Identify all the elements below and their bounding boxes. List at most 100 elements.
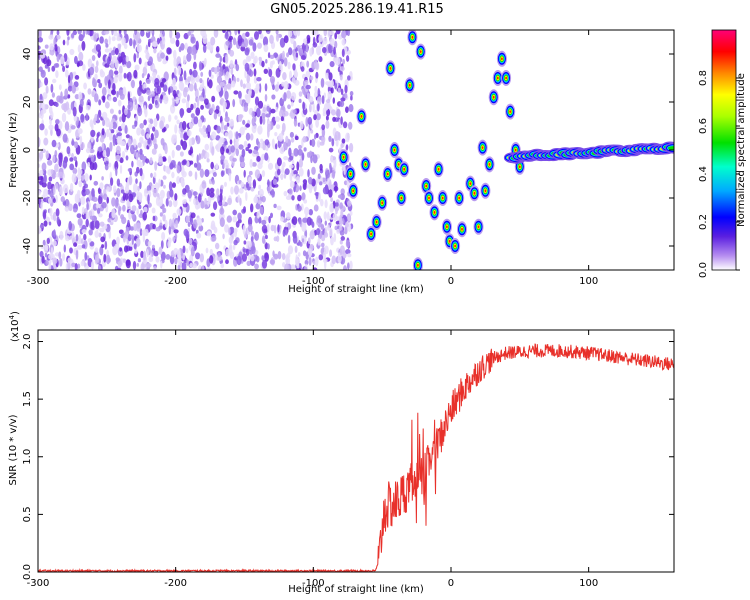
noise-speckle [256,77,262,82]
noise-speckle [327,82,331,88]
noise-speckle [65,101,70,111]
noise-speckle [40,69,46,78]
noise-speckle [225,40,230,46]
noise-speckle [209,187,215,193]
noise-speckle [245,31,250,37]
noise-speckle [87,58,93,68]
noise-speckle [192,219,198,229]
noise-speckle [335,216,340,221]
noise-speckle [84,173,89,182]
noise-speckle [229,59,234,69]
noise-speckle [321,95,325,105]
noise-speckle [38,163,41,168]
noise-speckle [335,202,339,207]
signal-blob [492,70,503,86]
noise-speckle [44,77,49,86]
signal-blob [465,175,476,192]
noise-speckle [124,124,128,134]
noise-speckle [48,124,54,131]
noise-speckle [134,98,137,105]
noise-speckle [334,131,340,141]
noise-speckle [77,218,83,226]
noise-speckle [278,133,284,142]
signal-blob [457,221,467,238]
noise-speckle [182,55,187,65]
noise-speckle [44,252,48,258]
noise-speckle [296,263,300,269]
noise-speckle [135,237,141,247]
noise-speckle [269,34,274,45]
noise-speckle [330,196,333,203]
noise-speckle [109,108,114,114]
noise-speckle [104,163,109,171]
noise-speckle [40,201,43,210]
noise-speckle [118,72,123,82]
noise-speckle [288,47,293,56]
noise-speckle [222,233,225,240]
spectrogram-x-tick-label: -200 [164,276,187,287]
noise-speckle [346,55,350,62]
noise-speckle [58,171,64,179]
noise-speckle [178,46,182,53]
noise-speckle [171,171,175,179]
noise-speckle [224,224,230,233]
noise-speckle [49,43,54,51]
noise-speckle [201,180,207,189]
noise-speckle [87,88,92,95]
noise-speckle [323,30,328,37]
noise-speckle [341,138,346,144]
noise-speckle [202,149,205,155]
noise-speckle [95,203,101,210]
noise-speckle [99,227,105,233]
noise-speckle [41,162,47,171]
noise-speckle [328,189,333,198]
noise-speckle [121,151,125,159]
noise-speckle [195,252,201,260]
noise-speckle [151,41,158,47]
signal-blob [415,43,426,60]
noise-speckle [128,246,133,251]
noise-speckle [345,249,351,255]
noise-speckle [205,247,209,254]
noise-speckle [325,72,329,80]
noise-speckle [59,230,64,241]
noise-speckle [119,157,124,164]
noise-speckle [190,212,196,219]
noise-speckle [138,204,142,210]
noise-speckle [78,180,83,188]
noise-speckle [245,146,250,152]
noise-speckle [238,187,244,194]
noise-speckle [187,190,193,199]
noise-speckle [345,144,349,151]
noise-speckle [119,116,122,122]
noise-speckle [229,49,235,57]
noise-speckle [72,106,77,117]
signal-blob [433,161,444,178]
noise-speckle [261,60,265,68]
noise-speckle [320,78,325,88]
noise-speckle [200,200,205,209]
noise-speckle [280,116,284,122]
noise-speckle [283,57,288,67]
noise-speckle [329,162,332,170]
noise-speckle [53,229,56,238]
noise-speckle [243,169,246,178]
noise-speckle [44,44,49,49]
noise-speckle [176,119,180,125]
noise-speckle [209,248,213,256]
noise-speckle [181,140,188,151]
noise-speckle [196,135,201,145]
noise-speckle [169,188,174,198]
noise-speckle [39,123,45,131]
noise-speckle [196,154,199,164]
noise-speckle [172,217,175,227]
noise-speckle [90,220,96,231]
noise-speckle [322,37,328,45]
noise-speckle [59,258,63,267]
noise-speckle [344,226,348,235]
noise-speckle [60,56,65,65]
noise-speckle [91,122,94,131]
noise-speckle [122,258,127,263]
noise-speckle [315,118,319,128]
noise-speckle [173,67,177,77]
